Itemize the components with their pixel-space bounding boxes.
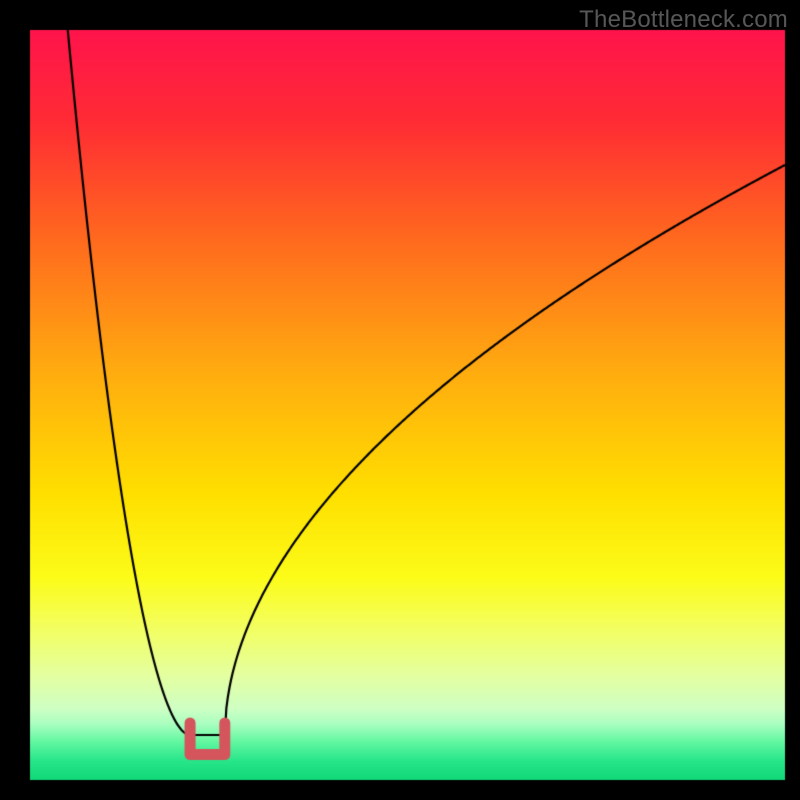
watermark-text: TheBottleneck.com (579, 6, 788, 34)
chart-container: TheBottleneck.com (0, 0, 800, 800)
bottleneck-curve-chart (0, 0, 800, 800)
